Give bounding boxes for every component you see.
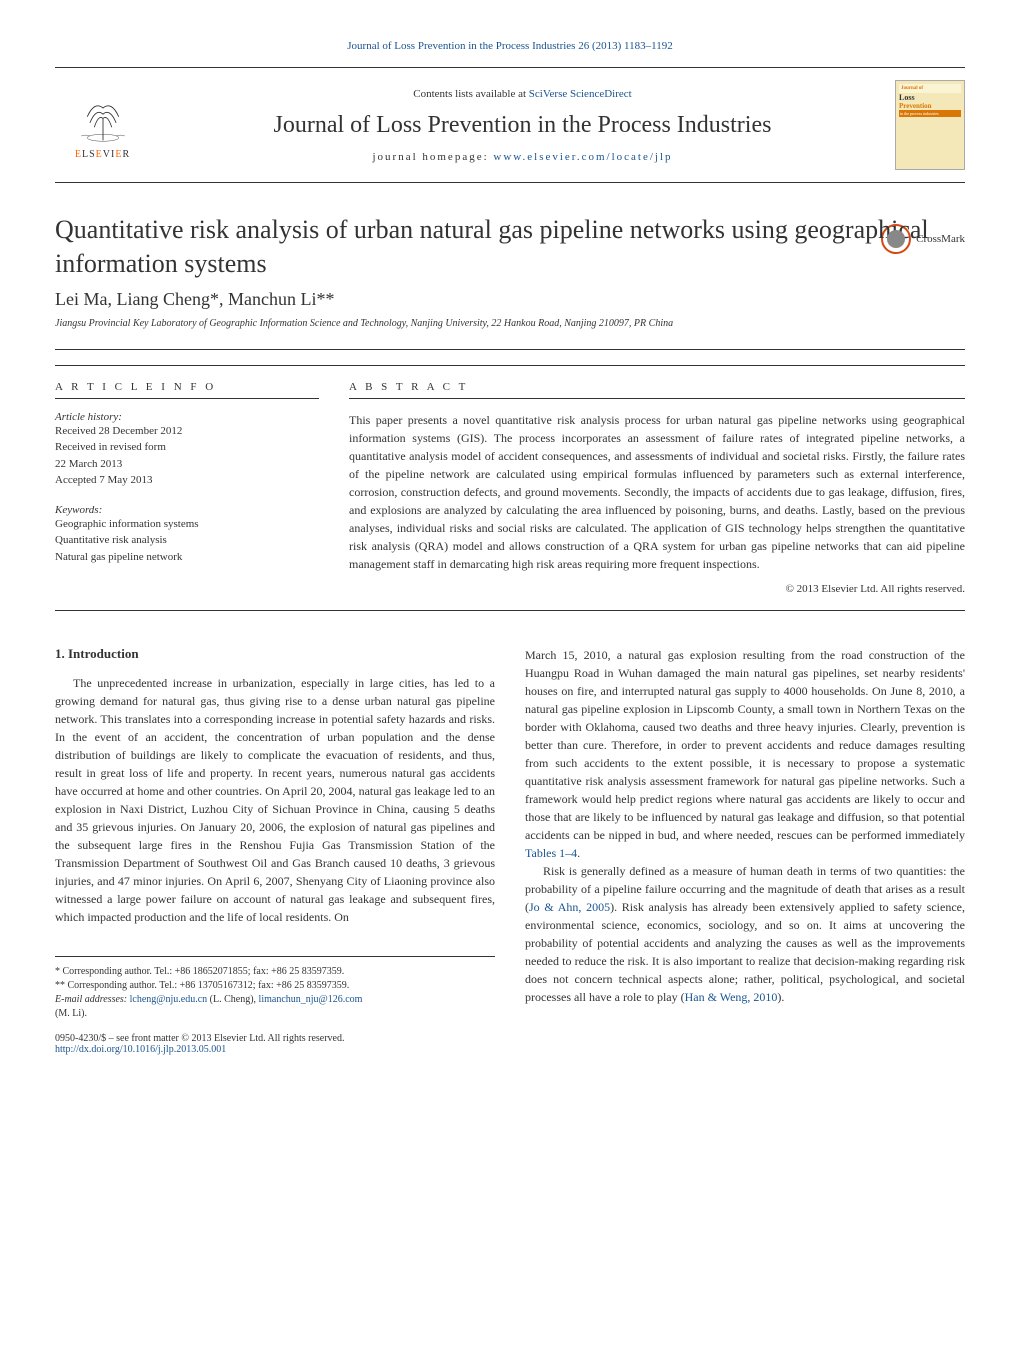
journal-center: Contents lists available at SciVerse Sci… [150, 88, 895, 163]
col2-paragraph-1: March 15, 2010, a natural gas explosion … [525, 646, 965, 862]
col2-p1-end: . [577, 846, 580, 860]
article-info: A R T I C L E I N F O Article history: R… [55, 366, 319, 610]
col2-p2-end: ). [777, 990, 784, 1004]
elsevier-tree-icon [68, 91, 138, 146]
intro-heading: 1. Introduction [55, 646, 495, 662]
email-line: E-mail addresses: lcheng@nju.edu.cn (L. … [55, 993, 495, 1007]
journal-cover: Journal of Loss Prevention in the proces… [895, 80, 965, 170]
cover-subtitle: in the process industries [899, 110, 961, 117]
intro-paragraph-1: The unprecedented increase in urbanizati… [55, 674, 495, 926]
doi-link[interactable]: http://dx.doi.org/10.1016/j.jlp.2013.05.… [55, 1044, 226, 1055]
abstract-text: This paper presents a novel quantitative… [349, 411, 965, 573]
email-1[interactable]: lcheng@nju.edu.cn [130, 994, 208, 1005]
keyword-2: Quantitative risk analysis [55, 532, 319, 549]
header-citation[interactable]: Journal of Loss Prevention in the Proces… [55, 40, 965, 52]
elsevier-e2: E [96, 149, 103, 160]
journal-header: ELSEVIER Contents lists available at Sci… [55, 67, 965, 183]
ref-jo-ahn[interactable]: Jo & Ahn, 2005 [529, 900, 610, 914]
email-2-name: (M. Li). [55, 1007, 495, 1021]
page: Journal of Loss Prevention in the Proces… [0, 0, 1020, 1095]
elsevier-ls: LS [82, 149, 96, 160]
keyword-3: Natural gas pipeline network [55, 549, 319, 566]
info-abstract-section: A R T I C L E I N F O Article history: R… [55, 365, 965, 611]
revised-label: Received in revised form [55, 439, 319, 456]
contents-list: Contents lists available at SciVerse Sci… [150, 88, 895, 100]
homepage-label: journal homepage: [372, 151, 493, 163]
info-heading: A R T I C L E I N F O [55, 381, 319, 399]
contents-text: Contents lists available at [413, 88, 528, 100]
copyright: © 2013 Elsevier Ltd. All rights reserved… [349, 583, 965, 595]
footer: 0950-4230/$ – see front matter © 2013 El… [55, 1033, 495, 1055]
corresponding-2: ** Corresponding author. Tel.: +86 13705… [55, 979, 495, 993]
journal-title: Journal of Loss Prevention in the Proces… [150, 112, 895, 139]
affiliation: Jiangsu Provincial Key Laboratory of Geo… [55, 318, 965, 329]
email-2[interactable]: limanchun_nju@126.com [259, 994, 363, 1005]
col2-p2-mid: ). Risk analysis has already been extens… [525, 900, 965, 1004]
keyword-1: Geographic information systems [55, 516, 319, 533]
col2-p1-text: March 15, 2010, a natural gas explosion … [525, 648, 965, 842]
sciencedirect-link[interactable]: SciVerse ScienceDirect [529, 88, 632, 100]
elsevier-logo: ELSEVIER [55, 80, 150, 170]
journal-homepage: journal homepage: www.elsevier.com/locat… [150, 151, 895, 163]
citation-text: Journal of Loss Prevention in the Proces… [347, 40, 672, 52]
tables-link[interactable]: Tables 1–4 [525, 846, 577, 860]
elsevier-e: E [75, 149, 82, 160]
issn-line: 0950-4230/$ – see front matter © 2013 El… [55, 1033, 495, 1044]
column-left: 1. Introduction The unprecedented increa… [55, 646, 495, 1055]
cover-prevention: Prevention [899, 102, 961, 110]
authors: Lei Ma, Liang Cheng*, Manchun Li** [55, 289, 965, 310]
abstract: A B S T R A C T This paper presents a no… [349, 366, 965, 610]
email-1-name: (L. Cheng), [207, 994, 258, 1005]
abstract-heading: A B S T R A C T [349, 381, 965, 399]
corresponding-1: * Corresponding author. Tel.: +86 186520… [55, 965, 495, 979]
divider [55, 349, 965, 350]
column-right: March 15, 2010, a natural gas explosion … [525, 646, 965, 1055]
keywords-label: Keywords: [55, 504, 319, 516]
elsevier-r: R [122, 149, 130, 160]
main-content: 1. Introduction The unprecedented increa… [55, 646, 965, 1055]
ref-han-weng[interactable]: Han & Weng, 2010 [685, 990, 778, 1004]
col2-paragraph-2: Risk is generally defined as a measure o… [525, 862, 965, 1006]
accepted-date: Accepted 7 May 2013 [55, 472, 319, 489]
history-label: Article history: [55, 411, 319, 423]
email-label: E-mail addresses: [55, 994, 130, 1005]
homepage-url[interactable]: www.elsevier.com/locate/jlp [493, 151, 672, 163]
footnotes: * Corresponding author. Tel.: +86 186520… [55, 956, 495, 1021]
received-date: Received 28 December 2012 [55, 423, 319, 440]
revised-date: 22 March 2013 [55, 456, 319, 473]
cover-loss: Loss [899, 93, 961, 102]
cover-journal-of: Journal of [899, 84, 961, 93]
elsevier-text: ELSEVIER [75, 149, 130, 160]
article-title: Quantitative risk analysis of urban natu… [55, 213, 965, 281]
elsevier-vi: VI [103, 149, 116, 160]
